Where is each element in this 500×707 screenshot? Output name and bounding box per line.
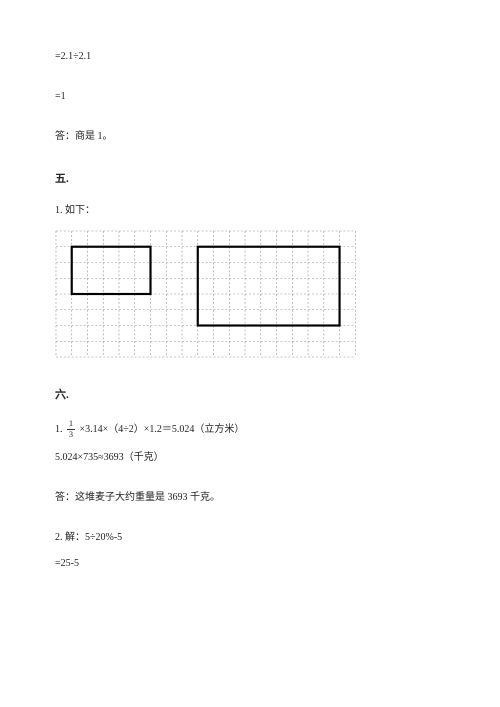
- suffix-6-1: ×3.14×（4÷2）×1.2＝5.024（立方米）: [80, 424, 245, 435]
- page: =2.1÷2.1 =1 答：商是 1。 五. 1. 如下： 六. 1. 1 3 …: [0, 0, 500, 707]
- problem-6-2-line-2: =25-5: [55, 557, 445, 571]
- fraction-one-third: 1 3: [67, 420, 75, 439]
- fraction-denominator: 3: [67, 430, 75, 439]
- answer-line-6: 答：这堆麦子大约重量是 3693 千克。: [55, 491, 445, 505]
- prefix-6-1: 1.: [55, 424, 65, 435]
- problem-6-line-1: 1. 1 3 ×3.14×（4÷2）×1.2＝5.024（立方米）: [55, 420, 445, 439]
- fraction-numerator: 1: [67, 420, 75, 430]
- equation-line-2: =1: [55, 90, 445, 104]
- section-five-heading: 五.: [55, 170, 445, 186]
- problem-6-line-2: 5.024×735≈3693（千克）: [55, 451, 445, 465]
- grid-figure: [55, 230, 445, 358]
- section-six-heading: 六.: [55, 386, 445, 402]
- answer-line-1: 答：商是 1。: [55, 130, 445, 144]
- grid-svg: [55, 230, 435, 358]
- problem-5-1-intro: 1. 如下：: [55, 204, 445, 218]
- equation-line-1: =2.1÷2.1: [55, 50, 445, 64]
- problem-6-2-line-1: 2. 解：5÷20%-5: [55, 531, 445, 545]
